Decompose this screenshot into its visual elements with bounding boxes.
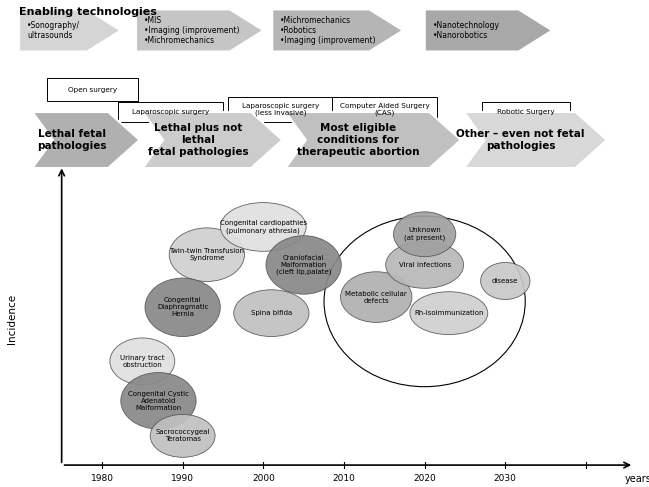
- Ellipse shape: [410, 292, 488, 335]
- Text: 2020: 2020: [413, 474, 436, 483]
- Text: Twin-twin Transfusion
Syndrome: Twin-twin Transfusion Syndrome: [169, 248, 244, 261]
- Text: Laparoscopic surgery
(less invasive): Laparoscopic surgery (less invasive): [242, 103, 319, 116]
- Text: Incidence: Incidence: [6, 294, 17, 344]
- Ellipse shape: [145, 278, 220, 337]
- Polygon shape: [136, 10, 263, 51]
- Text: Lethal plus not
lethal
fetal pathologies: Lethal plus not lethal fetal pathologies: [147, 123, 248, 157]
- Text: Metabolic cellular
defects: Metabolic cellular defects: [345, 291, 407, 303]
- FancyBboxPatch shape: [47, 78, 138, 101]
- Text: Sacrococcygeal
Teratomas: Sacrococcygeal Teratomas: [156, 430, 210, 442]
- Text: Congenital
Diaphragmatic
Hernia: Congenital Diaphragmatic Hernia: [157, 297, 208, 318]
- Text: Craniofacial
Malformation
(cleft lip,palate): Craniofacial Malformation (cleft lip,pal…: [276, 255, 332, 275]
- Ellipse shape: [386, 242, 463, 288]
- Text: Congenital cardiopathies
(pulmonary athresia): Congenital cardiopathies (pulmonary athr…: [220, 220, 307, 234]
- Polygon shape: [273, 10, 402, 51]
- FancyBboxPatch shape: [228, 97, 333, 122]
- Text: Computer Aided Surgery
(CAS): Computer Aided Surgery (CAS): [339, 103, 430, 116]
- Polygon shape: [32, 112, 140, 168]
- Text: Rh-isoimmunization: Rh-isoimmunization: [414, 310, 484, 316]
- Text: 1980: 1980: [90, 474, 114, 483]
- Polygon shape: [19, 10, 120, 51]
- Text: 2010: 2010: [332, 474, 356, 483]
- Text: •Nanotechnology
•Nanorobotics: •Nanotechnology •Nanorobotics: [433, 21, 500, 40]
- Text: Unknown
(at present): Unknown (at present): [404, 227, 445, 241]
- Polygon shape: [286, 112, 461, 168]
- Text: disease: disease: [492, 278, 519, 284]
- Text: Enabling technologies: Enabling technologies: [19, 7, 157, 18]
- Text: Open surgery: Open surgery: [68, 87, 117, 93]
- Ellipse shape: [393, 212, 456, 257]
- Ellipse shape: [481, 262, 530, 300]
- Ellipse shape: [110, 338, 175, 385]
- Text: years: years: [624, 474, 649, 484]
- Ellipse shape: [266, 236, 341, 294]
- Text: Robotic Surgery: Robotic Surgery: [497, 109, 554, 115]
- Text: •Michromechanics
•Robotics
•Imaging (improvement): •Michromechanics •Robotics •Imaging (imp…: [280, 16, 376, 45]
- Text: Spina bifida: Spina bifida: [251, 310, 292, 316]
- Polygon shape: [425, 10, 552, 51]
- FancyBboxPatch shape: [482, 102, 570, 122]
- Polygon shape: [464, 112, 607, 168]
- Text: Urinary tract
obstruction: Urinary tract obstruction: [120, 355, 165, 368]
- Text: Congenital Cystic
Adenatoid
Malformation: Congenital Cystic Adenatoid Malformation: [128, 391, 189, 411]
- FancyBboxPatch shape: [118, 102, 223, 122]
- Text: 2030: 2030: [494, 474, 517, 483]
- Text: •Sonography/
ultrasounds: •Sonography/ ultrasounds: [27, 21, 80, 40]
- Text: 1990: 1990: [171, 474, 194, 483]
- Text: •MIS
•Imaging (improvement)
•Michromechanics: •MIS •Imaging (improvement) •Michromecha…: [144, 16, 239, 45]
- Text: Lethal fetal
pathologies: Lethal fetal pathologies: [37, 129, 106, 151]
- Ellipse shape: [169, 228, 245, 281]
- FancyBboxPatch shape: [332, 97, 437, 122]
- Ellipse shape: [121, 373, 196, 429]
- Polygon shape: [143, 112, 282, 168]
- Text: Laparoscopic surgery: Laparoscopic surgery: [132, 109, 209, 115]
- Text: Other – even not fetal
pathologies: Other – even not fetal pathologies: [456, 129, 585, 151]
- Text: Viral infections: Viral infections: [398, 262, 451, 268]
- Ellipse shape: [150, 414, 215, 457]
- Text: Most eligible
conditions for
therapeutic abortion: Most eligible conditions for therapeutic…: [297, 123, 419, 157]
- Ellipse shape: [234, 290, 309, 337]
- Text: 2000: 2000: [252, 474, 275, 483]
- Ellipse shape: [221, 203, 306, 251]
- Ellipse shape: [341, 272, 412, 322]
